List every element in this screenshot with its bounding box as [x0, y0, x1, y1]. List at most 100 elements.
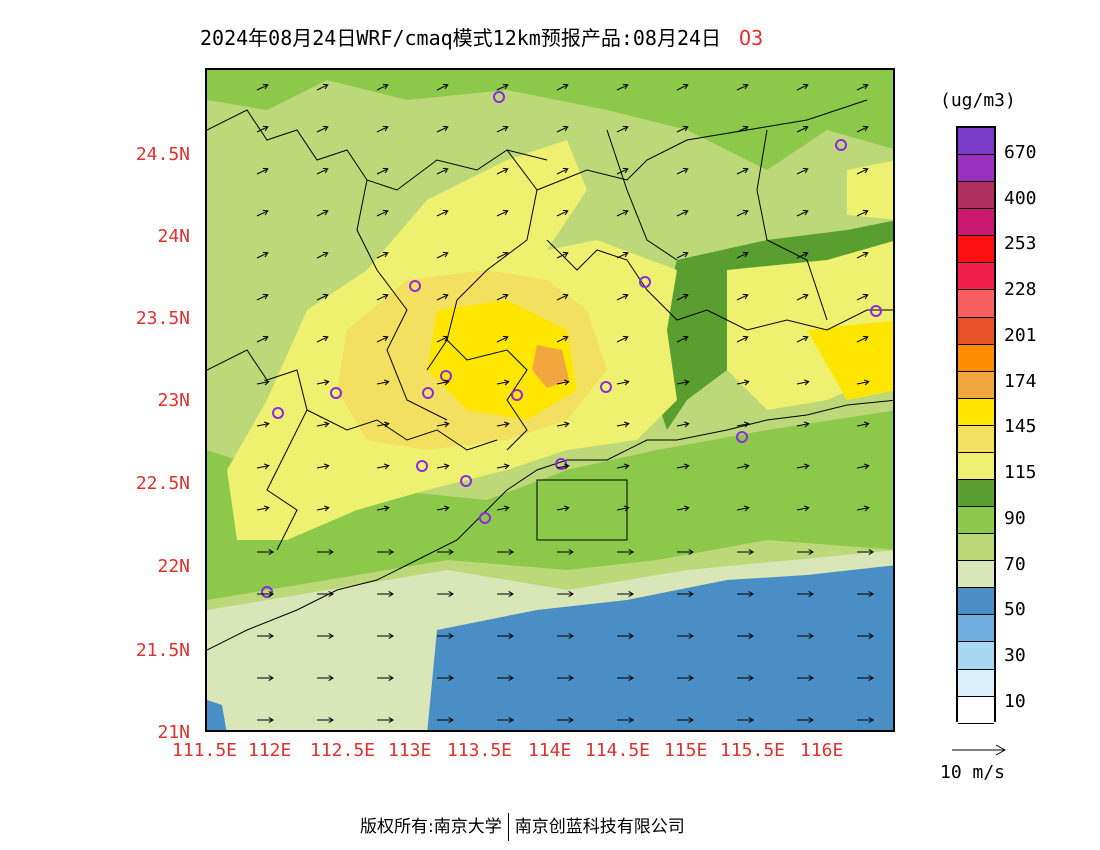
wind-arrow — [616, 293, 629, 301]
wind-arrow — [316, 335, 329, 343]
legend-label: 201 — [1004, 325, 1037, 346]
wind-arrow — [677, 548, 694, 556]
wind-arrow — [496, 209, 509, 217]
wind-arrow — [797, 590, 814, 598]
legend-label: 50 — [1004, 599, 1026, 620]
wind-arrow — [556, 505, 570, 512]
wind-arrow — [556, 293, 569, 301]
wind-arrow — [557, 632, 574, 640]
copyright-footer: 版权所有:南京大学 南京创蓝科技有限公司 — [360, 812, 685, 841]
concentration-map — [205, 68, 895, 732]
lat-label: 23N — [157, 390, 190, 411]
wind-arrow — [736, 505, 750, 512]
lat-label: 24.5N — [135, 144, 190, 165]
wind-arrow — [256, 505, 270, 512]
wind-arrow — [316, 83, 329, 91]
legend-label: 400 — [1004, 188, 1037, 209]
legend-swatch — [958, 290, 994, 318]
wind-reference-arrow — [952, 744, 1007, 756]
wind-arrow — [676, 335, 689, 343]
wind-arrow — [316, 293, 329, 301]
wind-arrow — [616, 251, 629, 259]
wind-arrow — [496, 505, 510, 512]
wind-arrow — [317, 590, 334, 598]
wind-arrow — [856, 83, 869, 91]
wind-arrow — [736, 167, 749, 175]
wind-arrow — [676, 463, 690, 470]
wind-arrow — [737, 590, 754, 598]
footer-right: 南京创蓝科技有限公司 — [514, 817, 685, 837]
wind-arrow — [556, 251, 569, 259]
wind-arrow — [376, 293, 389, 301]
wind-arrow — [736, 421, 750, 428]
wind-arrow — [616, 379, 630, 386]
wind-arrow — [616, 421, 630, 428]
wind-arrow — [676, 251, 689, 259]
wind-arrow — [437, 590, 454, 598]
wind-arrow — [556, 125, 569, 133]
wind-arrow — [556, 421, 570, 428]
wind-arrow — [857, 590, 874, 598]
wind-arrow — [617, 548, 634, 556]
wind-arrow — [616, 167, 629, 175]
legend-swatch — [958, 615, 994, 643]
wind-arrow — [376, 379, 390, 386]
lon-label: 114E — [528, 740, 572, 761]
wind-arrow — [256, 463, 270, 470]
wind-arrow — [617, 674, 634, 682]
wind-arrow — [856, 505, 870, 512]
wind-arrow — [496, 125, 509, 133]
lon-label: 115.5E — [720, 740, 786, 761]
wind-arrow — [616, 505, 630, 512]
wind-arrow — [496, 83, 509, 91]
wind-arrow — [256, 335, 269, 343]
wind-arrow — [436, 83, 449, 91]
wind-reference-label: 10 m/s — [940, 762, 1006, 783]
wind-arrow — [376, 209, 389, 217]
lon-label: 112.5E — [310, 740, 376, 761]
legend-label: 10 — [1004, 691, 1026, 712]
title-text: 2024年08月24日WRF/cmaq模式12km预报产品:08月24日 — [200, 26, 722, 50]
wind-arrow — [796, 463, 810, 470]
wind-arrow — [497, 590, 514, 598]
wind-arrow — [796, 505, 810, 512]
wind-arrow — [436, 125, 449, 133]
wind-arrow — [256, 293, 269, 301]
wind-arrow — [316, 379, 330, 386]
wind-arrow — [437, 548, 454, 556]
wind-arrow — [557, 674, 574, 682]
wind-arrow — [436, 421, 450, 428]
wind-arrow — [736, 83, 749, 91]
wind-arrow — [316, 463, 330, 470]
wind-arrow — [437, 674, 454, 682]
legend-label: 174 — [1004, 371, 1037, 392]
wind-arrow — [256, 379, 270, 386]
wind-arrow — [496, 251, 509, 259]
legend-swatch — [958, 642, 994, 670]
legend-swatch — [958, 344, 994, 372]
wind-arrow — [796, 293, 809, 301]
legend-swatch — [958, 669, 994, 697]
wind-arrow — [496, 463, 510, 470]
wind-arrow — [856, 421, 870, 428]
wind-arrow — [856, 379, 870, 386]
wind-arrow — [617, 716, 634, 724]
wind-arrow — [617, 590, 634, 598]
legend-swatch — [958, 182, 994, 210]
lat-label: 22N — [157, 556, 190, 577]
wind-arrow — [436, 463, 450, 470]
wind-arrow — [376, 167, 389, 175]
lon-label: 112E — [248, 740, 292, 761]
wind-arrow — [856, 463, 870, 470]
wind-arrow — [676, 83, 689, 91]
wind-arrow — [616, 125, 629, 133]
wind-arrow — [496, 293, 509, 301]
lon-label: 113.5E — [447, 740, 513, 761]
legend-swatch — [958, 561, 994, 589]
wind-arrow — [376, 335, 389, 343]
wind-arrow — [796, 83, 809, 91]
lon-label: 113E — [388, 740, 432, 761]
wind-arrow — [256, 167, 269, 175]
lat-label: 22.5N — [135, 473, 190, 494]
wind-arrow — [736, 463, 750, 470]
